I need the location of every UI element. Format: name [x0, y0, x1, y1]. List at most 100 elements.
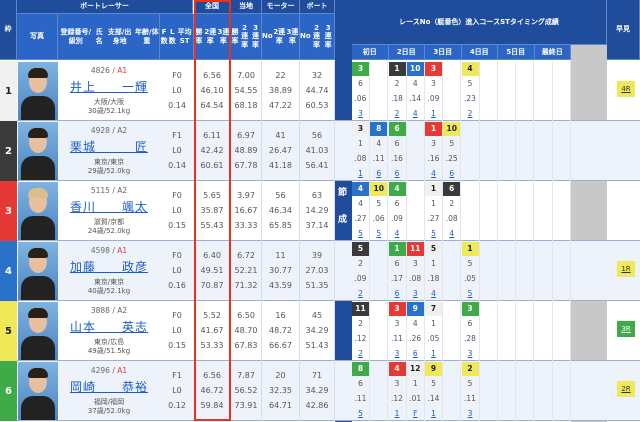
race-number-badge[interactable]: 5 [352, 241, 369, 256]
race-result-link[interactable]: 6 [449, 168, 455, 178]
race-result-link[interactable]: 3 [467, 348, 473, 358]
racer-name-link[interactable]: 岡崎 恭裕 [69, 380, 148, 394]
race-number-badge [553, 62, 570, 76]
race-result-link[interactable]: 1 [394, 408, 400, 418]
stat-f: F1 [172, 371, 182, 380]
hayami-badge[interactable]: 1R [617, 261, 635, 277]
series-slot [480, 241, 498, 301]
race-number-badge[interactable]: 10 [443, 121, 461, 136]
race-result-link[interactable]: 5 [467, 288, 473, 298]
st-timing: .27 [427, 213, 440, 223]
racer-name-link[interactable]: 香川 颯太 [69, 200, 148, 214]
race-result-link[interactable]: 2 [467, 108, 473, 118]
national-value: 60.61 [200, 161, 224, 170]
race-number-badge[interactable]: 11 [352, 301, 369, 316]
national-value: 46.10 [200, 86, 224, 95]
race-result-link[interactable]: F [413, 408, 418, 418]
race-result-link[interactable]: 1 [431, 108, 436, 118]
race-result-link[interactable]: 6 [394, 288, 400, 298]
race-result-link[interactable]: 4 [412, 108, 418, 118]
race-number-badge[interactable]: 8 [352, 361, 369, 376]
race-number-badge[interactable]: 4 [388, 361, 406, 376]
race-result-link[interactable]: 2 [394, 108, 400, 118]
race-number-badge[interactable]: 1 [388, 241, 406, 256]
race-result-link[interactable]: 3 [358, 108, 363, 118]
race-result-link[interactable]: 4 [449, 228, 455, 238]
race-result-link[interactable]: 5 [358, 408, 363, 418]
race-result-link[interactable]: 6 [376, 168, 382, 178]
boat-value: 34.29 [305, 386, 329, 395]
fl-stats: F1 L0 0.12 [160, 361, 194, 413]
race-result-link[interactable]: 1 [431, 408, 436, 418]
race-result-link[interactable]: 2 [358, 348, 363, 358]
motor-value: 41.18 [269, 161, 292, 170]
race-number-badge[interactable]: 3 [425, 61, 442, 76]
hayami-badge[interactable]: 2R [617, 381, 635, 397]
race-number-badge [516, 242, 533, 256]
race-number-badge[interactable]: 7 [425, 301, 442, 316]
race-number-badge[interactable]: 1 [388, 61, 406, 76]
race-number-badge[interactable]: 3 [352, 121, 369, 136]
hayami-badge[interactable]: 4R [617, 81, 635, 97]
race-result-link[interactable]: 3 [412, 288, 418, 298]
race-number-badge [498, 182, 515, 196]
race-number-badge[interactable]: 2 [461, 361, 479, 376]
st-timing: .23 [464, 93, 476, 103]
racer-name-link[interactable]: 井上 一輝 [69, 80, 148, 94]
race-number-badge[interactable]: 4 [388, 181, 406, 196]
motor-sub-header: No 2連率 3連率 [262, 14, 300, 60]
racer-name-link[interactable]: 加藤 政彦 [69, 260, 148, 274]
race-result-link[interactable]: 1 [358, 168, 363, 178]
st-timing: .18 [427, 273, 440, 283]
branch: 東京/東京 [93, 158, 125, 166]
hayami-badge[interactable]: 3R [617, 321, 635, 337]
race-result-link[interactable]: 1 [431, 348, 436, 358]
race-number-badge [443, 62, 460, 76]
racer-photo [18, 182, 58, 240]
race-number-badge [498, 242, 515, 256]
race-result-link[interactable]: 2 [358, 288, 363, 298]
race-number-badge[interactable]: 11 [406, 241, 424, 256]
race-number-badge[interactable]: 1 [425, 121, 442, 136]
race-number-badge [480, 122, 497, 136]
race-number-badge[interactable]: 9 [425, 361, 442, 376]
stat-st: 0.15 [168, 341, 186, 350]
race-number-badge[interactable]: 3 [388, 301, 406, 316]
race-result-link[interactable]: 5 [376, 228, 382, 238]
race-number-badge[interactable]: 9 [406, 301, 424, 316]
race-number-badge[interactable]: 1 [461, 241, 479, 256]
side-label-char: 節 [338, 188, 348, 198]
race-result-link[interactable]: 5 [358, 228, 363, 238]
race-result-link[interactable]: 4 [431, 168, 436, 178]
entry-course: 6 [358, 378, 363, 388]
race-number-badge[interactable]: 4 [461, 61, 479, 76]
race-number-badge[interactable]: 10 [406, 61, 424, 76]
race-result-link[interactable]: 4 [431, 288, 436, 298]
boat-sub-header: No 2連率 3連率 [300, 14, 335, 60]
boat-value: 39 [311, 251, 323, 260]
race-result-link[interactable]: 5 [431, 228, 436, 238]
race-number-badge[interactable]: 10 [370, 181, 388, 196]
racer-info: 4598 / A1 加藤 政彦 東京/東京 40歳/52.1kg [58, 241, 160, 297]
racer-info-header-line: 氏名 [95, 28, 103, 45]
motor-value: 22 [275, 71, 286, 80]
race-number-badge[interactable]: 12 [406, 361, 424, 376]
race-number-badge[interactable]: 6 [443, 181, 461, 196]
race-number-badge[interactable]: 1 [425, 181, 442, 196]
race-number-badge[interactable]: 6 [388, 121, 406, 136]
racer-name-link[interactable]: 栗城 匠 [69, 140, 148, 154]
race-result-link[interactable]: 6 [394, 168, 400, 178]
registration: 4826 / A1 [58, 66, 160, 75]
race-result-link[interactable]: 6 [412, 348, 418, 358]
series-header-line: 成績 [544, 17, 559, 26]
race-number-badge[interactable]: 3 [352, 61, 369, 76]
race-number-badge[interactable]: 5 [425, 241, 442, 256]
race-number-badge[interactable]: 4 [352, 181, 369, 196]
race-result-link[interactable]: 3 [394, 348, 400, 358]
race-result-link[interactable]: 3 [467, 408, 473, 418]
racer-class: A2 [117, 186, 128, 195]
race-number-badge[interactable]: 3 [461, 301, 479, 316]
race-result-link[interactable]: 4 [394, 228, 400, 238]
race-number-badge[interactable]: 8 [370, 121, 388, 136]
racer-name-link[interactable]: 山本 英志 [69, 320, 148, 334]
